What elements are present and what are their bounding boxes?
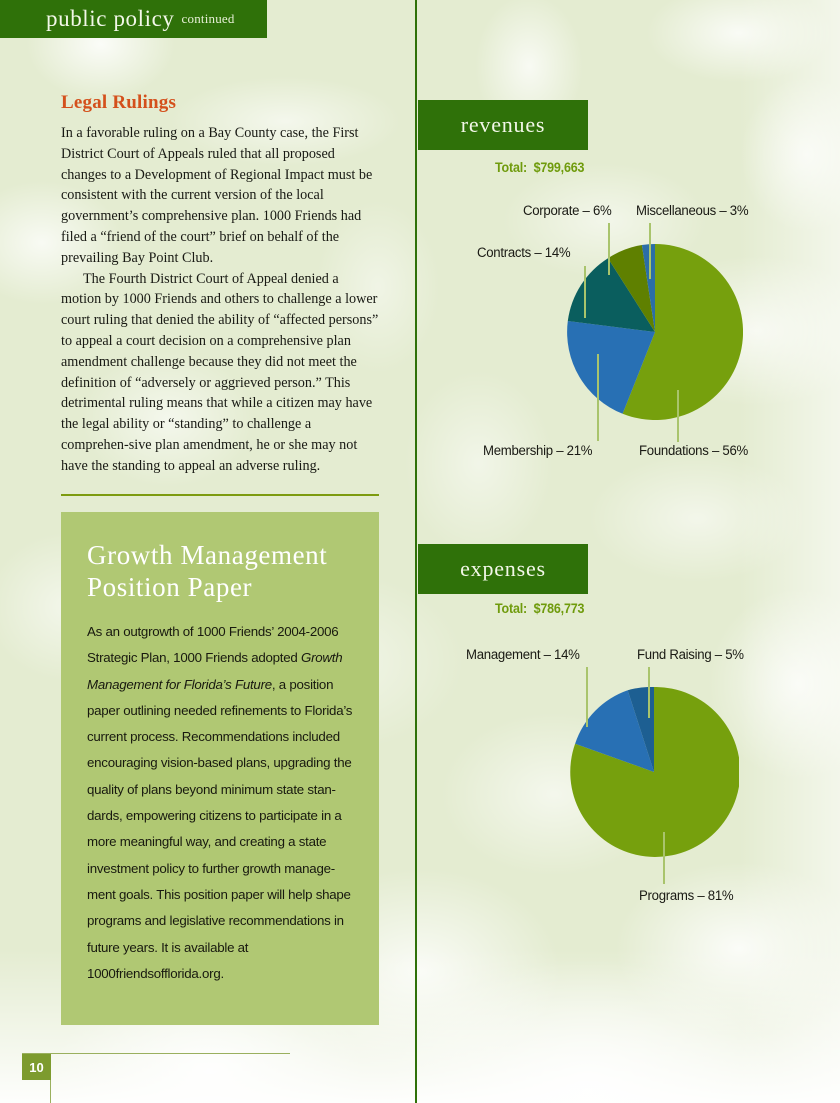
revenues-banner-label: revenues — [460, 112, 546, 137]
leader-line-membership — [597, 354, 599, 441]
column-divider-rule — [415, 0, 417, 1103]
leader-line-programs — [663, 832, 665, 884]
left-article-column: Legal Rulings In a favorable ruling on a… — [61, 92, 379, 477]
pie-slice-miscellaneous — [641, 244, 655, 332]
page-title: public policy — [46, 6, 175, 31]
label-membership: Membership – 21% — [483, 443, 593, 459]
legal-rulings-body: In a favorable ruling on a Bay County ca… — [61, 123, 379, 477]
revenues-total-label: Total: — [495, 160, 528, 175]
expenses-banner-label: expenses — [460, 556, 546, 581]
feature-body-part2: , a position paper outlining needed refi… — [87, 676, 353, 981]
label-miscellaneous: Miscellaneous – 3% — [636, 203, 749, 219]
revenues-banner: revenues — [418, 100, 588, 150]
feature-body-italic-title: Growth Management for Florida’s Future — [87, 650, 343, 692]
section-divider-rule — [61, 494, 379, 496]
label-fund-raising: Fund Raising – 5% — [637, 647, 744, 663]
revenues-total-value: $799,663 — [533, 160, 585, 175]
revenues-total: Total: $799,663 — [495, 160, 584, 175]
expenses-total-value: $786,773 — [533, 601, 585, 616]
expenses-total: Total: $786,773 — [495, 601, 584, 616]
label-programs: Programs – 81% — [639, 888, 734, 904]
revenues-pie-chart — [567, 244, 743, 420]
page-title-continued: continued — [181, 10, 235, 26]
paragraph-2: The Fourth District Court of Appeal deni… — [61, 270, 379, 474]
pie-slice-programs — [570, 687, 739, 857]
page-number-badge: 10 — [22, 1054, 51, 1080]
label-corporate: Corporate – 6% — [523, 203, 612, 219]
leader-line-contracts — [584, 266, 586, 318]
pie-slice-fund-raising — [627, 687, 654, 772]
pie-slice-membership — [567, 321, 655, 414]
pie-slice-contracts — [567, 258, 655, 332]
expenses-total-label: Total: — [495, 601, 528, 616]
label-foundations: Foundations – 56% — [639, 443, 748, 459]
paragraph-1: In a favorable ruling on a Bay County ca… — [61, 125, 373, 266]
leader-line-corporate — [608, 223, 610, 275]
feature-body-part1: As an outgrowth of 1000 Friends’ 2004-20… — [87, 624, 339, 666]
footer-rule — [22, 1053, 290, 1054]
expenses-banner: expenses — [418, 544, 588, 594]
revenues-pie-svg — [567, 244, 743, 420]
legal-rulings-heading: Legal Rulings — [61, 92, 177, 113]
leader-line-miscellaneous — [649, 223, 651, 279]
feature-box-title: Growth Management Position Paper — [87, 540, 328, 602]
leader-line-management — [586, 667, 588, 727]
pie-slice-corporate — [608, 245, 655, 332]
leader-line-foundations — [677, 390, 679, 442]
growth-management-feature-box: Growth Management Position Paper As an o… — [61, 512, 379, 1025]
page-number: 10 — [29, 1059, 44, 1075]
expenses-pie-chart — [569, 687, 739, 857]
label-contracts: Contracts – 14% — [477, 245, 571, 261]
leader-line-fund-raising — [648, 667, 650, 718]
expenses-pie-svg — [570, 687, 739, 857]
pie-slice-foundations — [622, 244, 743, 420]
label-management: Management – 14% — [466, 647, 580, 663]
feature-box-body: As an outgrowth of 1000 Friends’ 2004-20… — [87, 619, 353, 987]
section-header-banner: public policy continued — [0, 0, 267, 38]
